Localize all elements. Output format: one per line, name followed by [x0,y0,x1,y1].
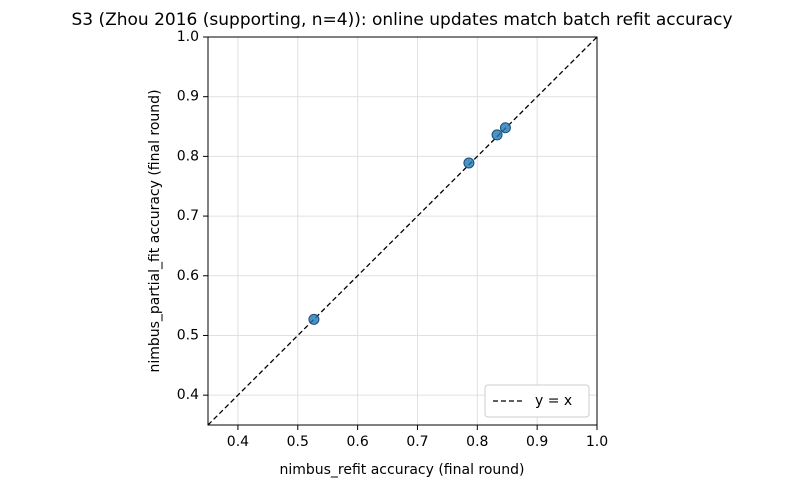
chart-title: S3 (Zhou 2016 (supporting, n=4)): online… [71,10,732,30]
y-tick-label: 0.8 [177,148,199,164]
point [463,157,475,169]
x-axis-label: nimbus_refit accuracy (final round) [279,462,524,478]
legend-box [484,384,590,418]
point [499,122,511,134]
x-tick-label: 0.4 [227,434,249,450]
plot-frame [207,36,598,426]
y-tick-label: 0.7 [177,208,199,224]
y-tick-label: 0.4 [177,387,199,403]
x-tick-label: 0.8 [466,434,488,450]
x-tick-label: 0.6 [346,434,368,450]
y-tick-label: 0.5 [177,327,199,343]
legend-label: y = x [535,393,572,409]
x-tick-label: 0.7 [406,434,428,450]
x-tick-label: 1.0 [586,434,608,450]
point [491,129,503,141]
point [308,313,320,325]
x-tick-label: 0.5 [287,434,309,450]
y-tick-label: 0.9 [177,89,199,105]
y-axis-label: nimbus_partial_fit accuracy (final round… [147,89,163,372]
reference-line [207,36,598,426]
y-tick-label: 0.6 [177,268,199,284]
x-tick-label: 0.9 [526,434,548,450]
y-tick-label: 1.0 [177,29,199,45]
